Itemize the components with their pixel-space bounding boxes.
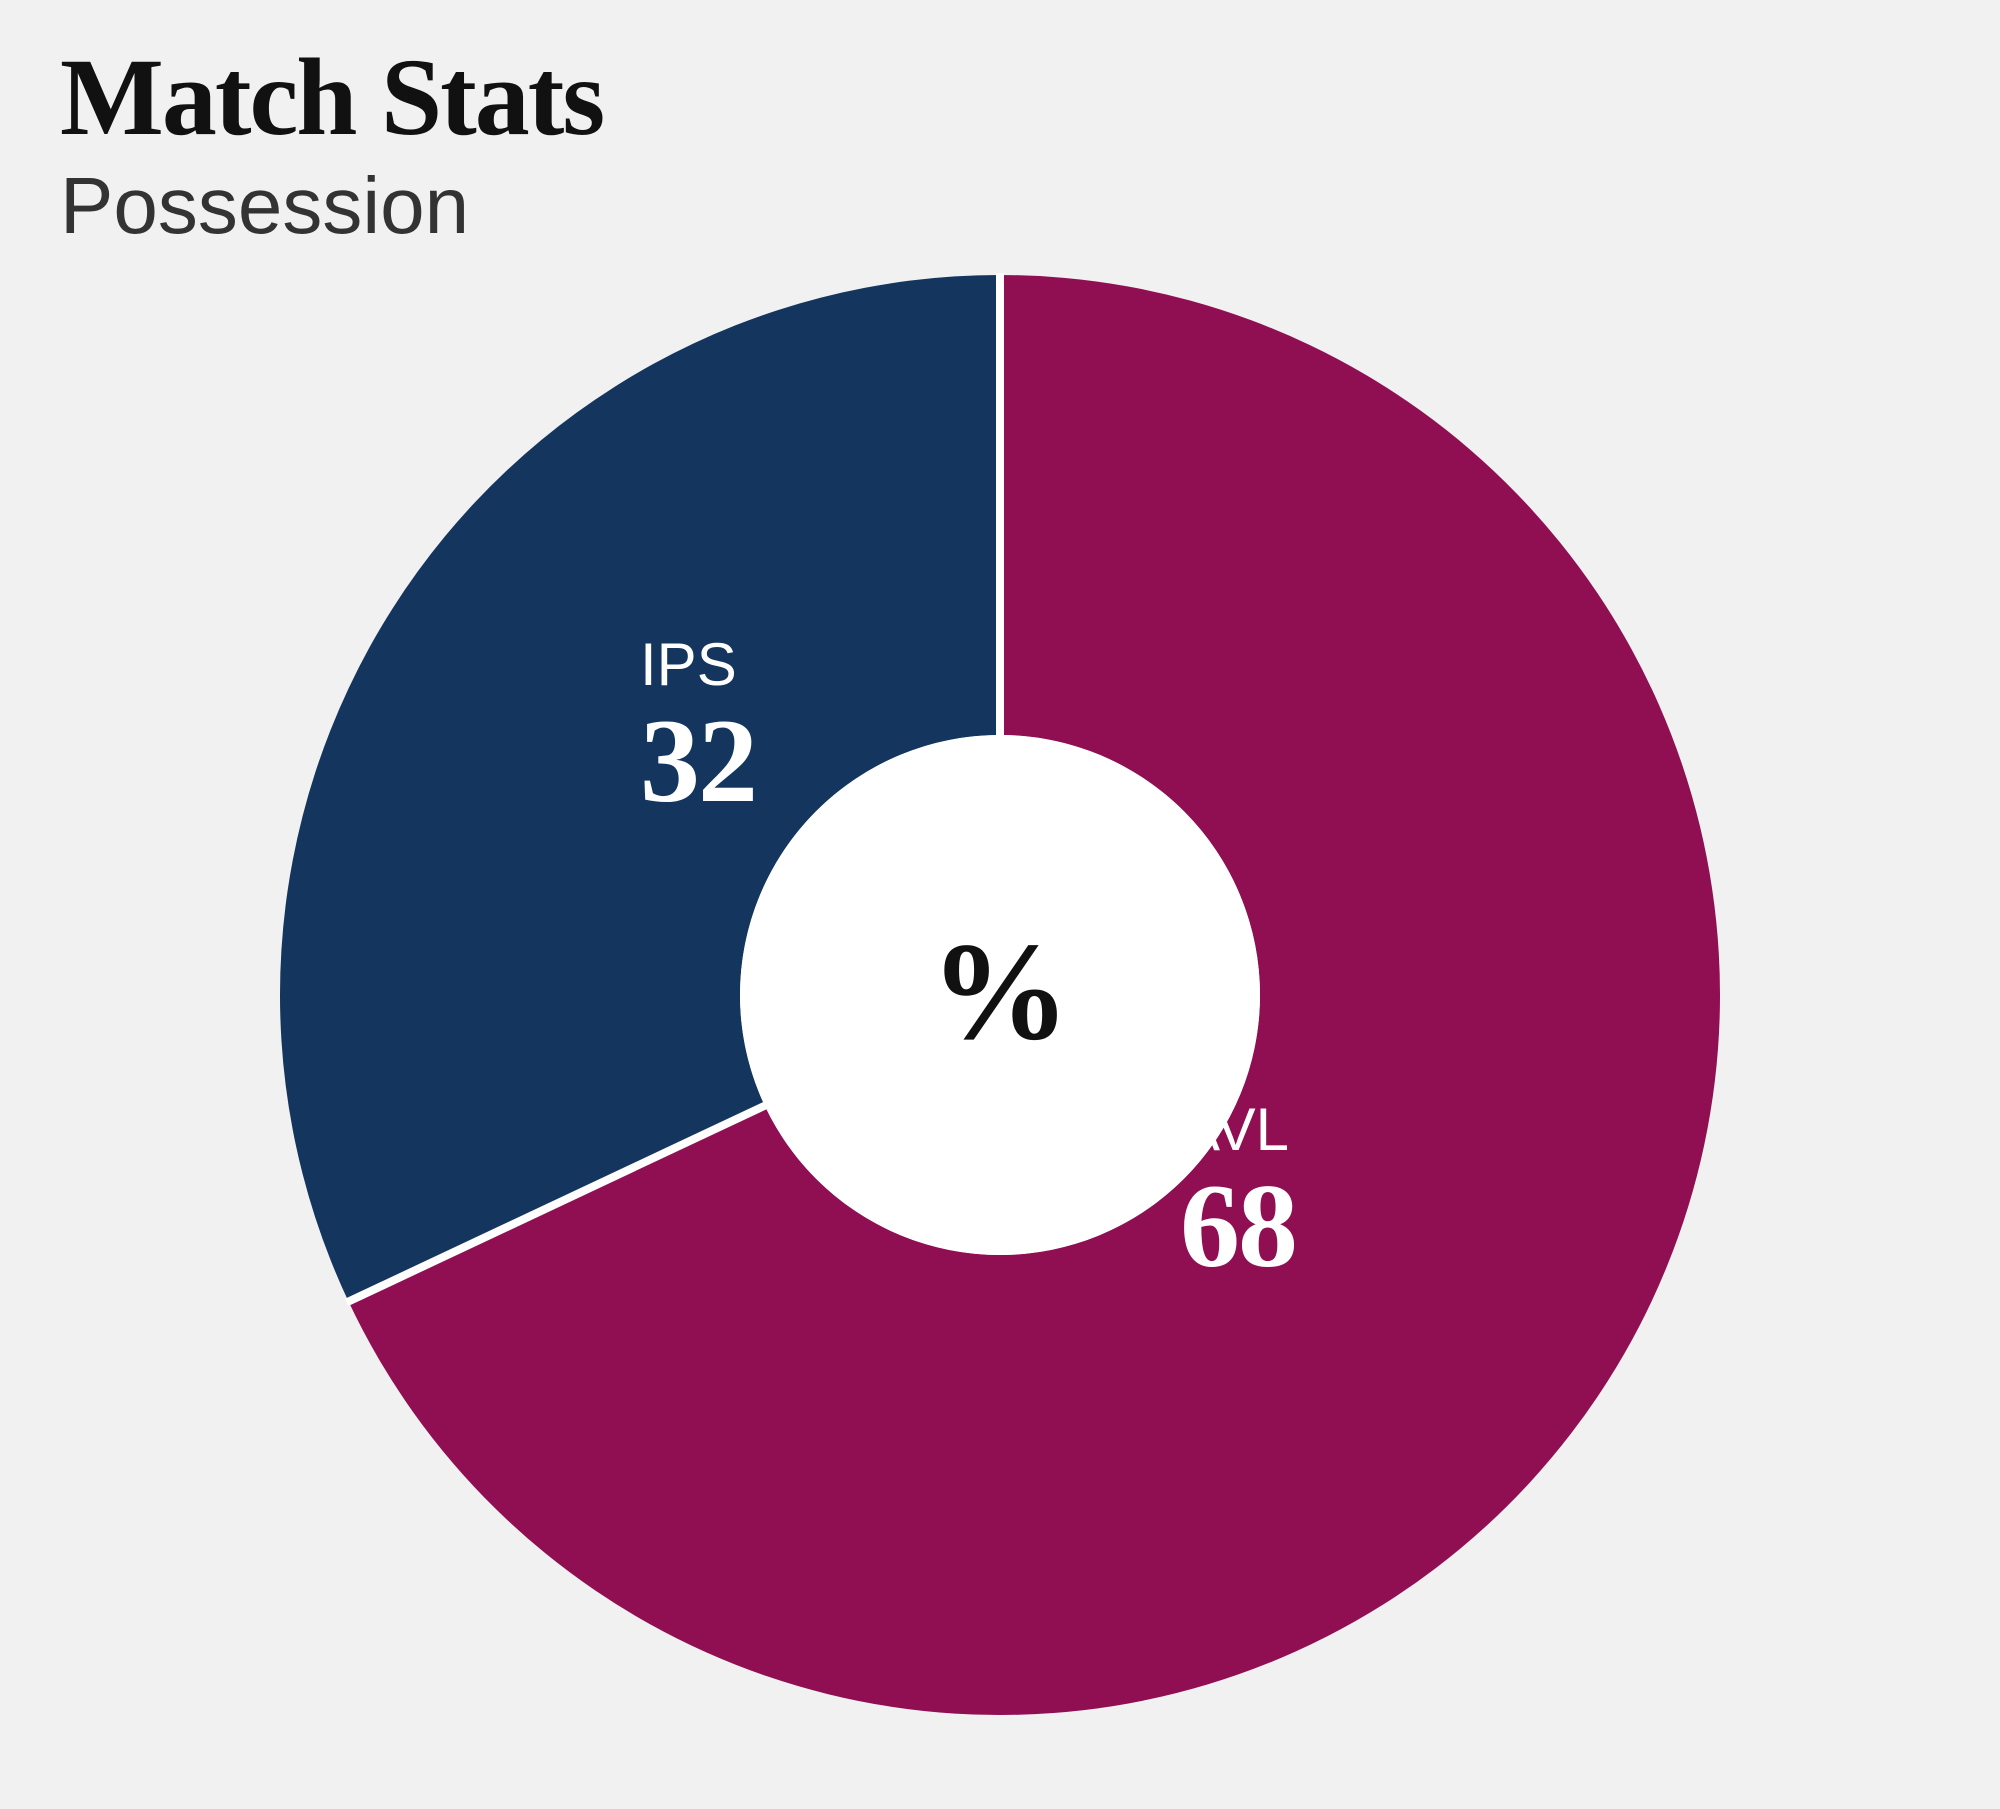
slice-code: IPS <box>640 635 756 695</box>
panel-subtitle: Possession <box>60 162 1940 250</box>
slice-value: 32 <box>640 701 756 821</box>
panel-title: Match Stats <box>60 40 1940 156</box>
slice-label-avl: AVL68 <box>1180 1100 1296 1286</box>
slice-code: AVL <box>1180 1100 1296 1160</box>
center-percent-label: % <box>930 911 1070 1072</box>
match-stats-panel: Match Stats Possession % AVL68 IPS32 <box>0 0 2000 1809</box>
possession-donut-chart: % AVL68 IPS32 <box>250 245 1750 1745</box>
slice-value: 68 <box>1180 1166 1296 1286</box>
slice-label-ips: IPS32 <box>640 635 756 821</box>
